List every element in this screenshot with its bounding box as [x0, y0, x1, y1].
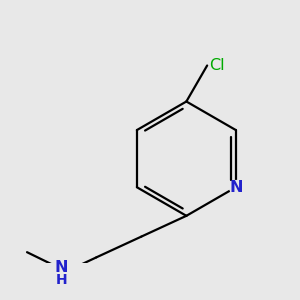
Text: N: N	[55, 260, 68, 275]
Text: H: H	[56, 273, 68, 287]
Text: N: N	[229, 180, 243, 195]
Text: Cl: Cl	[209, 58, 224, 73]
